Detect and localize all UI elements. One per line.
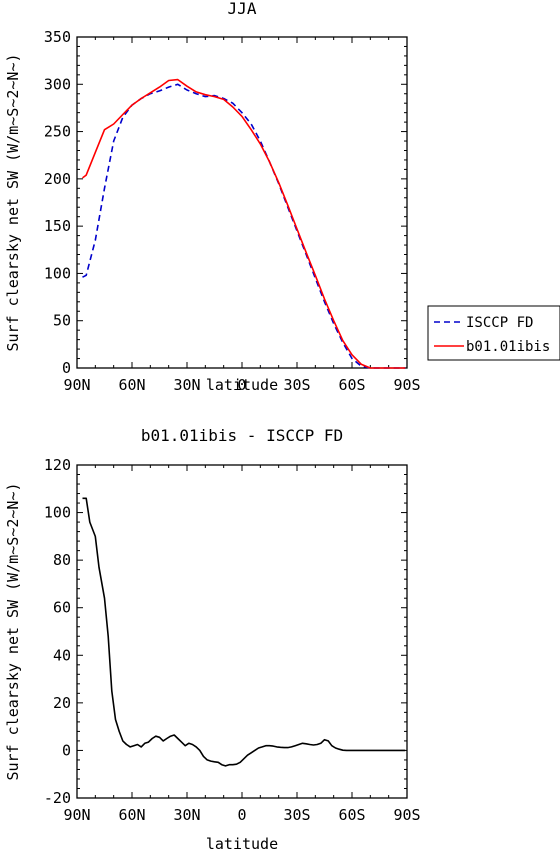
chart1-x-tick-label: 90S	[393, 376, 420, 394]
chart1-series-b01-01ibis-line	[82, 78, 406, 369]
chart2-y-tick-label: 40	[53, 646, 71, 664]
chart2-y-tick-label: 100	[44, 504, 71, 522]
chart1-y-tick-label: 150	[44, 217, 71, 235]
chart1-y-tick-label: 200	[44, 170, 71, 188]
chart2-title: b01.01ibis - ISCCP FD	[141, 426, 343, 445]
chart2-y-axis-label: Surf clearsky net SW (W/m~S~2~N~)	[4, 482, 22, 780]
chart1-x-tick-label: 30N	[173, 376, 200, 394]
chart1-y-tick-label: 50	[53, 312, 71, 330]
chart1-x-tick-label: 30S	[283, 376, 310, 394]
chart1-x-tick-label: 60S	[338, 376, 365, 394]
chart1-x-tick-label: 90N	[63, 376, 90, 394]
chart1-x-tick-label: 0	[237, 376, 246, 394]
chart2-series-difference-line	[82, 497, 406, 767]
chart2-x-tick-label: 90S	[393, 806, 420, 824]
chart2-x-axis-label: latitude	[206, 835, 278, 851]
chart2-y-tick-label: 80	[53, 551, 71, 569]
chart1-y-tick-label: 300	[44, 75, 71, 93]
chart1-y-tick-label: 250	[44, 123, 71, 141]
chart2-x-tick-label: 60N	[118, 806, 145, 824]
chart2-y-tick-label: 20	[53, 694, 71, 712]
chart2-plot-frame	[76, 464, 408, 799]
chart1-x-tick-label: 60N	[118, 376, 145, 394]
chart2-y-tick-label: 120	[44, 456, 71, 474]
chart1-series-isccp-fd-line	[82, 83, 406, 369]
chart2-x-tick-label: 30N	[173, 806, 200, 824]
chart1-y-tick-label: 100	[44, 264, 71, 282]
chart1-y-tick-label: 350	[44, 28, 71, 46]
chart2-x-tick-label: 30S	[283, 806, 310, 824]
chart2-y-tick-label: 60	[53, 599, 71, 617]
chart1-legend-box	[427, 305, 560, 361]
chart1-plot-frame	[76, 36, 408, 369]
chart1-x-axis-label: latitude	[206, 376, 278, 394]
chart2-x-tick-label: 0	[237, 806, 246, 824]
chart1-y-axis-label: Surf clearsky net SW (W/m~S~2~N~)	[4, 53, 22, 351]
chart1-title: JJA	[228, 0, 257, 18]
chart2-x-tick-label: 60S	[338, 806, 365, 824]
chart1-legend-label: ISCCP FD	[466, 315, 533, 331]
chart2-y-tick-label: 0	[62, 741, 71, 759]
chart1-legend-label: b01.01ibis	[466, 339, 550, 355]
chart1-y-tick-label: 0	[62, 359, 71, 377]
chart2-x-tick-label: 90N	[63, 806, 90, 824]
chart2-y-tick-label: -20	[44, 789, 71, 807]
